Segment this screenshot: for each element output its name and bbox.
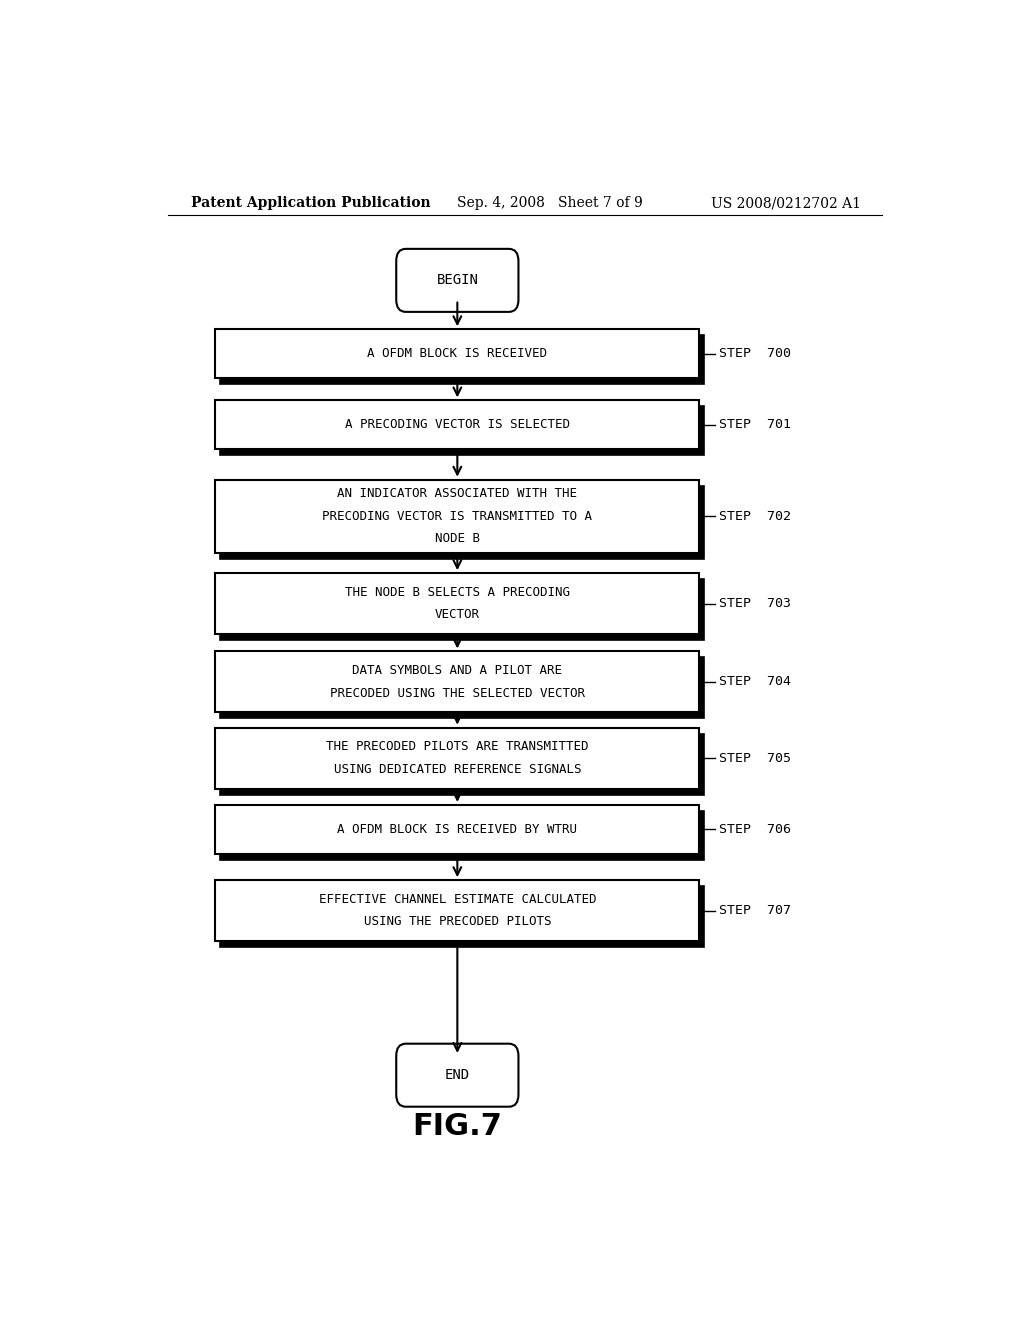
Bar bbox=[220, 579, 705, 640]
Text: Patent Application Publication: Patent Application Publication bbox=[191, 197, 431, 210]
Bar bbox=[220, 886, 705, 948]
Text: AN INDICATOR ASSOCIATED WITH THE: AN INDICATOR ASSOCIATED WITH THE bbox=[337, 487, 578, 500]
Text: A OFDM BLOCK IS RECEIVED BY WTRU: A OFDM BLOCK IS RECEIVED BY WTRU bbox=[337, 822, 578, 836]
Bar bbox=[215, 329, 699, 378]
Text: FIG.7: FIG.7 bbox=[413, 1111, 503, 1140]
Bar bbox=[220, 335, 705, 384]
Text: NODE B: NODE B bbox=[435, 532, 480, 545]
Text: PRECODING VECTOR IS TRANSMITTED TO A: PRECODING VECTOR IS TRANSMITTED TO A bbox=[323, 510, 592, 523]
Text: STEP  700: STEP 700 bbox=[719, 347, 792, 360]
Bar bbox=[215, 400, 699, 449]
Text: VECTOR: VECTOR bbox=[435, 609, 480, 622]
Text: Sep. 4, 2008   Sheet 7 of 9: Sep. 4, 2008 Sheet 7 of 9 bbox=[458, 197, 643, 210]
Bar bbox=[215, 880, 699, 941]
FancyBboxPatch shape bbox=[396, 249, 518, 312]
Bar bbox=[220, 407, 705, 455]
Text: EFFECTIVE CHANNEL ESTIMATE CALCULATED: EFFECTIVE CHANNEL ESTIMATE CALCULATED bbox=[318, 892, 596, 906]
Text: STEP  706: STEP 706 bbox=[719, 822, 792, 836]
Bar bbox=[220, 657, 705, 718]
FancyBboxPatch shape bbox=[396, 1044, 518, 1106]
Text: END: END bbox=[444, 1068, 470, 1082]
Bar bbox=[215, 805, 699, 854]
Text: STEP  701: STEP 701 bbox=[719, 418, 792, 432]
Text: STEP  704: STEP 704 bbox=[719, 676, 792, 688]
Text: THE NODE B SELECTS A PRECODING: THE NODE B SELECTS A PRECODING bbox=[345, 586, 569, 599]
Text: US 2008/0212702 A1: US 2008/0212702 A1 bbox=[712, 197, 861, 210]
Text: USING THE PRECODED PILOTS: USING THE PRECODED PILOTS bbox=[364, 915, 551, 928]
Text: DATA SYMBOLS AND A PILOT ARE: DATA SYMBOLS AND A PILOT ARE bbox=[352, 664, 562, 677]
Text: A PRECODING VECTOR IS SELECTED: A PRECODING VECTOR IS SELECTED bbox=[345, 418, 569, 432]
Bar bbox=[215, 727, 699, 788]
Text: STEP  703: STEP 703 bbox=[719, 597, 792, 610]
Text: USING DEDICATED REFERENCE SIGNALS: USING DEDICATED REFERENCE SIGNALS bbox=[334, 763, 581, 776]
Text: BEGIN: BEGIN bbox=[436, 273, 478, 288]
Text: STEP  705: STEP 705 bbox=[719, 751, 792, 764]
Text: STEP  707: STEP 707 bbox=[719, 904, 792, 917]
Text: A OFDM BLOCK IS RECEIVED: A OFDM BLOCK IS RECEIVED bbox=[368, 347, 548, 360]
Bar bbox=[220, 486, 705, 558]
Text: PRECODED USING THE SELECTED VECTOR: PRECODED USING THE SELECTED VECTOR bbox=[330, 686, 585, 700]
Bar bbox=[215, 573, 699, 634]
Text: STEP  702: STEP 702 bbox=[719, 510, 792, 523]
Text: THE PRECODED PILOTS ARE TRANSMITTED: THE PRECODED PILOTS ARE TRANSMITTED bbox=[326, 741, 589, 754]
Bar bbox=[220, 734, 705, 795]
Bar bbox=[220, 810, 705, 859]
Bar bbox=[215, 479, 699, 553]
Bar bbox=[215, 651, 699, 713]
